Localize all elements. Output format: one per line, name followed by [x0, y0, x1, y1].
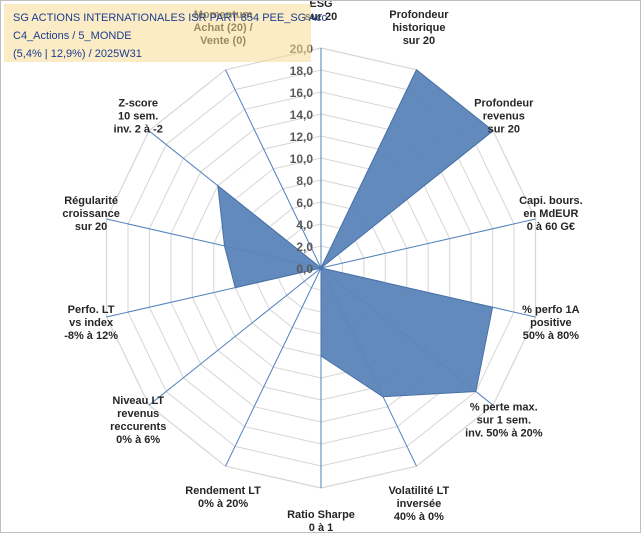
axis-label-line: inv. 50% à 20% — [465, 428, 543, 440]
axis-label-line: Perfo. LT — [68, 304, 115, 316]
axis-label: Capi. bours. en MdEUR 0 à 60 G€ — [519, 195, 583, 233]
axis-label-line: reccurents — [110, 421, 166, 433]
axis-label-line: revenus — [117, 408, 159, 420]
tick-label: 16,0 — [290, 86, 314, 100]
radial-tick-labels: 0,02,04,06,08,010,012,014,016,018,020,0 — [290, 42, 314, 276]
axis-label-line: Capi. bours. — [519, 195, 583, 207]
axis-label: Régularité croissance sur 20 — [62, 195, 119, 233]
axis-label: Profondeur historique sur 20 — [389, 9, 449, 47]
axis-spoke — [225, 69, 322, 269]
axis-label: Z-score 10 sem. inv. 2 à -2 — [114, 97, 163, 135]
axis-label: Rendement LT 0% à 20% — [185, 485, 261, 510]
axis-spoke — [225, 267, 322, 467]
axis-label: Volatilité LT inversée 40% à 0% — [389, 485, 450, 523]
tick-label: 4,0 — [296, 218, 313, 232]
tick-label: 14,0 — [290, 108, 314, 122]
axis-label-line: inv. 2 à -2 — [114, 123, 163, 135]
axis-label: % perfo 1A positive 50% à 80% — [522, 304, 580, 342]
tick-label: 18,0 — [290, 64, 314, 78]
axis-label-line: vs index — [69, 317, 114, 329]
axis-label: % perte max. sur 1 sem. inv. 50% à 20% — [465, 402, 543, 440]
axis-label-line: Ratio Sharpe — [287, 509, 355, 521]
axis-label-line: -8% à 12% — [64, 330, 118, 342]
axis-label-line: Volatilité LT — [389, 485, 450, 497]
axis-spoke — [148, 267, 322, 406]
axis-label-line: sur 20 — [305, 11, 337, 23]
axis-label-line: Profondeur — [389, 9, 449, 21]
axis-label: Profondeur revenus sur 20 — [474, 97, 534, 135]
tick-label: 2,0 — [296, 240, 313, 254]
series-area — [217, 69, 494, 398]
radar-series — [217, 69, 494, 398]
axis-label-line: sur 1 sem. — [477, 415, 531, 427]
axis-label-line: sur 20 — [488, 123, 520, 135]
axis-label-line: 0 à 1 — [309, 522, 333, 534]
axis-label-line: 10 sem. — [118, 110, 158, 122]
axis-spoke — [320, 218, 536, 269]
axis-label-line: Régularité — [64, 195, 118, 207]
axis-label-line: sur 20 — [403, 35, 435, 47]
chart-title-box: SG ACTIONS INTERNATIONALES ISR PART 854 … — [4, 4, 327, 62]
axis-label-line: Profondeur — [474, 97, 534, 109]
tick-label: 12,0 — [290, 130, 314, 144]
tick-label: 10,0 — [290, 152, 314, 166]
axis-label-line: 0% à 6% — [116, 434, 160, 446]
axis-label-line: en MdEUR — [523, 208, 578, 220]
axis-label-line: 0 à 60 G€ — [527, 221, 575, 233]
axis-label-line: ESG — [309, 1, 332, 10]
axis-label-line: 50% à 80% — [523, 330, 579, 342]
axis-label-line: croissance — [62, 208, 119, 220]
axis-label-line: 0% à 20% — [198, 498, 248, 510]
axis-label-line: historique — [392, 22, 445, 34]
chart-title-category: C4_Actions / 5_MONDE — [13, 30, 132, 42]
axis-label-line: sur 20 — [75, 221, 107, 233]
tick-label: 8,0 — [296, 174, 313, 188]
axis-label-line: Niveau LT — [112, 395, 164, 407]
chart-title-stats: (5,4% | 12,9%) / 2025W31 — [13, 48, 142, 60]
axis-label-line: inversée — [397, 498, 442, 510]
axis-label-line: % perte max. — [470, 402, 538, 414]
axis-label-line: Rendement LT — [185, 485, 261, 497]
axis-label-line: positive — [530, 317, 572, 329]
axis-label-line: revenus — [483, 110, 525, 122]
axis-label-line: 40% à 0% — [394, 511, 444, 523]
axis-label-line: Z-score — [118, 97, 158, 109]
tick-label: 6,0 — [296, 196, 313, 210]
tick-label: 0,0 — [296, 262, 313, 276]
axis-label: Niveau LT revenus reccurents 0% à 6% — [110, 395, 166, 446]
axis-label: NoteESGsur 20 — [305, 1, 337, 23]
axis-label-line: % perfo 1A — [522, 304, 580, 316]
chart-title-fund-name: SG ACTIONS INTERNATIONALES ISR PART 854 … — [13, 12, 328, 24]
axis-label: Perfo. LT vs index -8% à 12% — [64, 304, 118, 342]
axis-label: Ratio Sharpe 0 à 1 — [287, 509, 355, 534]
